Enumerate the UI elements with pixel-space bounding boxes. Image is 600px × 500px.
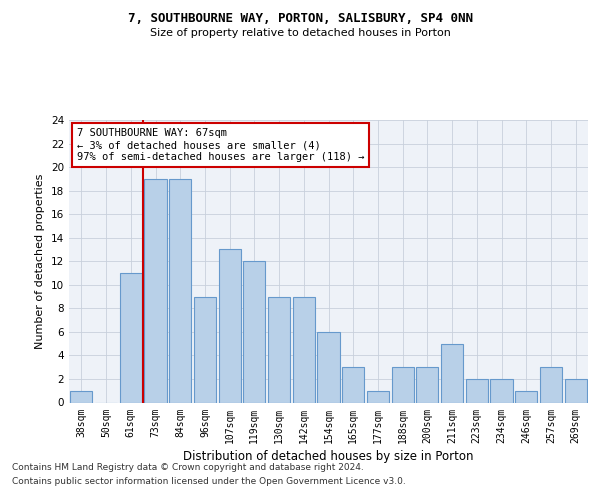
- Bar: [416, 367, 439, 402]
- Bar: [268, 296, 290, 403]
- Text: Contains HM Land Registry data © Crown copyright and database right 2024.: Contains HM Land Registry data © Crown c…: [12, 464, 364, 472]
- Bar: [441, 344, 463, 402]
- Bar: [169, 179, 191, 402]
- Text: 7, SOUTHBOURNE WAY, PORTON, SALISBURY, SP4 0NN: 7, SOUTHBOURNE WAY, PORTON, SALISBURY, S…: [128, 12, 473, 26]
- Bar: [70, 390, 92, 402]
- Bar: [392, 367, 414, 402]
- Bar: [119, 273, 142, 402]
- Bar: [145, 179, 167, 402]
- Text: 7 SOUTHBOURNE WAY: 67sqm
← 3% of detached houses are smaller (4)
97% of semi-det: 7 SOUTHBOURNE WAY: 67sqm ← 3% of detache…: [77, 128, 364, 162]
- Text: Contains public sector information licensed under the Open Government Licence v3: Contains public sector information licen…: [12, 477, 406, 486]
- Bar: [565, 379, 587, 402]
- X-axis label: Distribution of detached houses by size in Porton: Distribution of detached houses by size …: [183, 450, 474, 462]
- Bar: [243, 261, 265, 402]
- Bar: [515, 390, 538, 402]
- Bar: [317, 332, 340, 402]
- Y-axis label: Number of detached properties: Number of detached properties: [35, 174, 46, 349]
- Bar: [367, 390, 389, 402]
- Bar: [194, 296, 216, 403]
- Bar: [218, 250, 241, 402]
- Bar: [342, 367, 364, 402]
- Bar: [293, 296, 315, 403]
- Bar: [490, 379, 512, 402]
- Text: Size of property relative to detached houses in Porton: Size of property relative to detached ho…: [149, 28, 451, 38]
- Bar: [466, 379, 488, 402]
- Bar: [540, 367, 562, 402]
